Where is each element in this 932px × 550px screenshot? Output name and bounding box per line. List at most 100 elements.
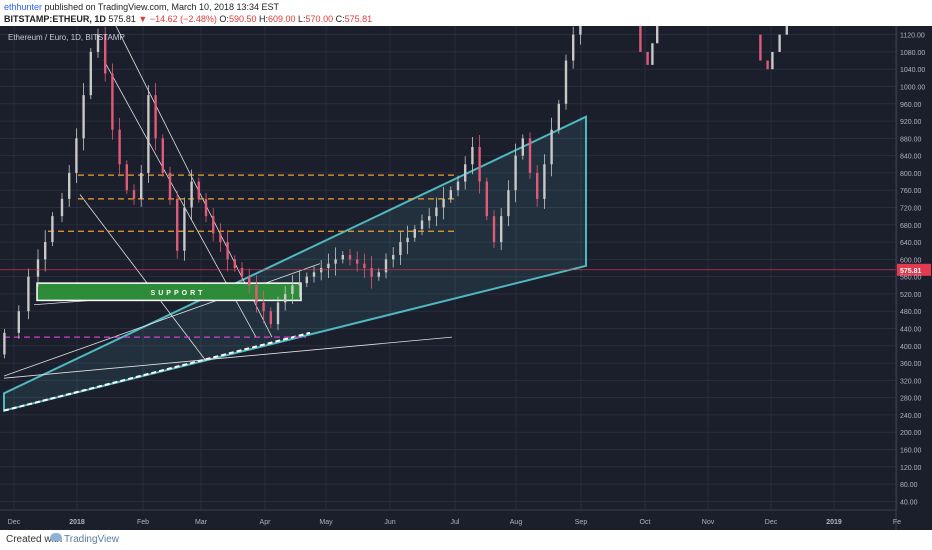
- candle-body: [82, 95, 85, 139]
- tradingview-brand[interactable]: TradingView: [64, 534, 120, 545]
- candle-body: [132, 190, 136, 199]
- candle-body: [197, 181, 200, 199]
- candle-body: [514, 155, 517, 191]
- candle-body: [204, 198, 208, 217]
- y-tick-label: 600.00: [900, 257, 922, 264]
- candle-body: [212, 216, 215, 234]
- x-tick-label: 2018: [69, 519, 85, 526]
- y-tick-label: 720.00: [900, 206, 922, 213]
- candle-body: [147, 95, 150, 173]
- y-tick-label: 400.00: [900, 344, 922, 351]
- candle-body: [370, 268, 373, 277]
- symbol-label: BITSTAMP:ETHEUR, 1D: [4, 14, 106, 24]
- chart-svg[interactable]: SUPPORT Ethereum / Euro, 1D, BITSTAMP 575…: [0, 16, 932, 530]
- candle-body: [276, 302, 280, 325]
- candle-body: [521, 138, 524, 156]
- y-tick-label: 760.00: [900, 188, 922, 195]
- candle-body: [104, 34, 107, 74]
- y-tick-label: 240.00: [900, 413, 922, 420]
- candle-body: [255, 285, 258, 303]
- candle-body: [500, 216, 503, 243]
- y-tick-label: 640.00: [900, 240, 922, 247]
- y-tick-label: 560.00: [900, 275, 922, 282]
- candle-body: [528, 138, 532, 173]
- candle-body: [262, 302, 265, 312]
- y-tick-label: 40.00: [900, 499, 918, 506]
- candle-body: [341, 255, 344, 260]
- candle-body: [656, 26, 659, 44]
- y-tick-label: 520.00: [900, 292, 922, 299]
- author-link[interactable]: ethhunter: [4, 2, 43, 12]
- candle-body: [44, 242, 47, 260]
- x-tick-label: Oct: [640, 519, 651, 526]
- open-value: 590.50: [228, 14, 257, 24]
- candle-body: [89, 51, 92, 96]
- candle-body: [161, 138, 164, 173]
- y-tick-label: 440.00: [900, 327, 922, 334]
- low-label: L:: [298, 14, 306, 24]
- y-tick-label: 960.00: [900, 102, 922, 109]
- candle-body: [60, 198, 64, 217]
- x-tick-label: Jun: [384, 519, 395, 526]
- x-tick-label: Fe: [893, 519, 901, 526]
- candle-body: [140, 172, 143, 199]
- chart-area[interactable]: SUPPORT Ethereum / Euro, 1D, BITSTAMP 575…: [0, 16, 932, 530]
- y-tick-label: 880.00: [900, 136, 922, 143]
- low-value: 570.00: [305, 14, 334, 24]
- candle-body: [492, 216, 496, 243]
- price-badge: [897, 263, 931, 276]
- candle-body: [327, 263, 330, 268]
- support-box: [36, 282, 302, 302]
- candle-body: [557, 103, 560, 130]
- long-white-trendline: [3, 336, 453, 379]
- candle-body: [507, 190, 510, 217]
- y-tick-label: 200.00: [900, 430, 922, 437]
- candle-body: [579, 26, 582, 35]
- candle-body: [766, 60, 769, 70]
- candle-body: [320, 268, 323, 273]
- y-tick-label: 480.00: [900, 309, 922, 316]
- y-axis: 1120.00 1080.00 1040.00 1000.00 960.00 920.00…: [895, 26, 925, 530]
- x-tick-label: Mar: [195, 519, 208, 526]
- chart-header: ethhunter published on TradingView.com, …: [0, 0, 932, 26]
- x-tick-label: Sep: [575, 519, 588, 526]
- candle-body: [68, 172, 71, 199]
- y-tick-label: 120.00: [900, 465, 922, 472]
- candle-body: [111, 73, 114, 130]
- footer: Created with TradingView: [0, 530, 932, 550]
- close-label: C:: [335, 14, 345, 24]
- y-tick-label: 360.00: [900, 361, 922, 368]
- candle-body: [536, 172, 539, 199]
- y-tick-label: 1080.00: [900, 50, 925, 57]
- y-tick-label: 680.00: [900, 223, 922, 230]
- candle-body: [420, 220, 424, 230]
- candle-body: [384, 259, 388, 273]
- y-tick-label: 920.00: [900, 119, 922, 126]
- candle-body: [219, 233, 222, 243]
- candle-body: [240, 268, 244, 277]
- x-tick-label: May: [319, 519, 333, 526]
- candle-body: [449, 190, 452, 199]
- candle-body: [392, 255, 395, 260]
- candle-body: [778, 34, 781, 52]
- tradingview-cloud-icon: [50, 533, 62, 541]
- x-tick-label: Apr: [260, 519, 272, 526]
- candle-body: [27, 276, 30, 312]
- candle-body: [564, 60, 568, 104]
- candle-body: [176, 198, 179, 251]
- candle-body: [356, 259, 359, 264]
- x-tick-label: Jul: [451, 519, 460, 526]
- y-tick-label: 280.00: [900, 396, 922, 403]
- publish-info: ethhunter published on TradingView.com, …: [4, 2, 279, 12]
- candle-body: [334, 259, 337, 264]
- candle-body: [75, 138, 78, 173]
- x-tick-label: Dec: [8, 519, 21, 526]
- high-value: 609.00: [267, 14, 296, 24]
- x-tick-label: Aug: [510, 519, 523, 526]
- candle-body: [125, 164, 128, 191]
- candle-body: [51, 216, 54, 243]
- candle-body: [572, 34, 575, 61]
- candle-body: [183, 207, 186, 251]
- candle-body: [305, 276, 308, 284]
- y-tick-label: 1040.00: [900, 67, 925, 74]
